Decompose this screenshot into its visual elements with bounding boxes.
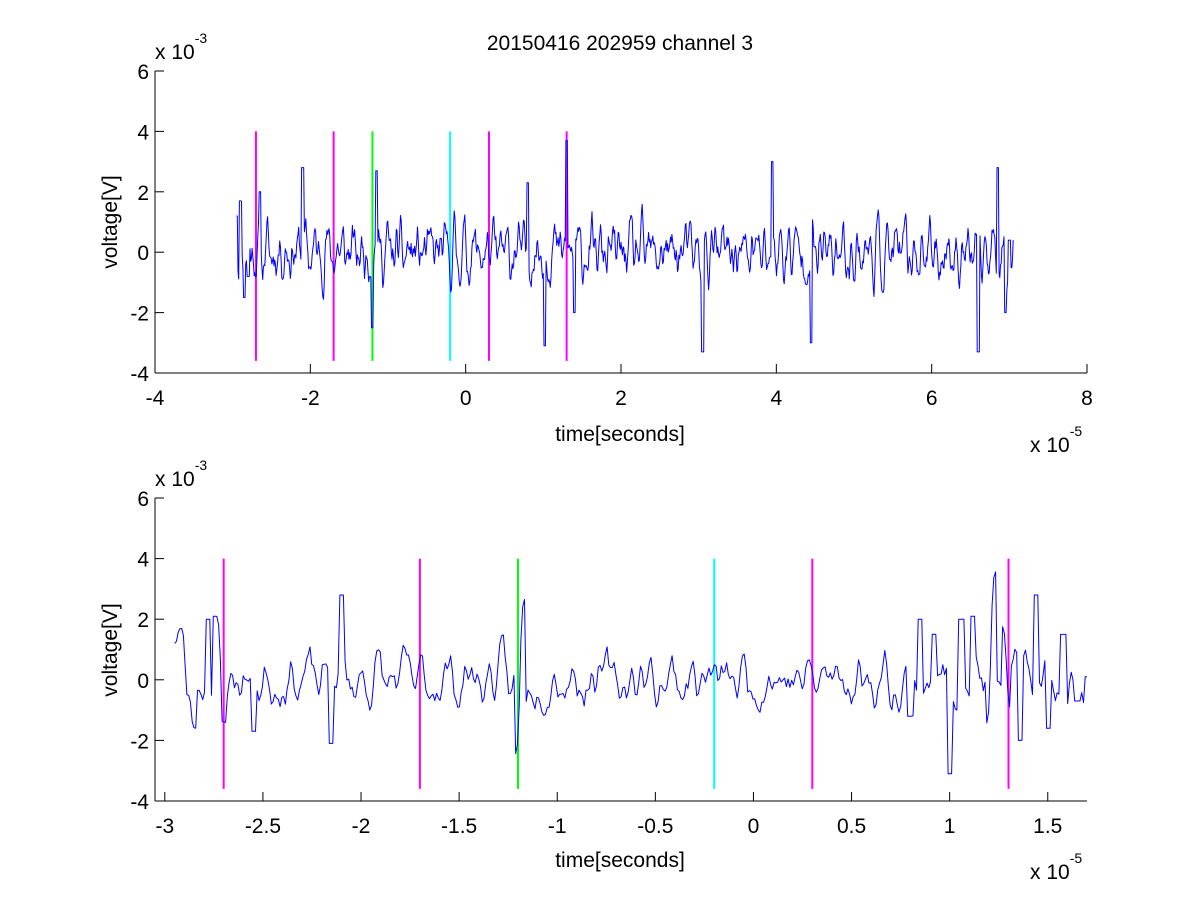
- bottom-subplot-x-tick-label: 1.5: [1033, 815, 1062, 838]
- bottom-subplot-series: [174, 571, 1087, 775]
- bottom-subplot-x-exponent: x 10-5: [1030, 850, 1082, 884]
- top-subplot-y-tick-label: 6: [137, 61, 149, 84]
- bottom-subplot-y-tick-label: 4: [137, 549, 149, 572]
- bottom-subplot-x-tick-label: -0.5: [637, 815, 673, 838]
- bottom-subplot-y-tick-label: 2: [137, 609, 149, 632]
- bottom-subplot-y-exponent-power: -3: [195, 457, 208, 473]
- top-subplot-signal-line: [236, 140, 1014, 353]
- top-subplot-x-exponent-power: -5: [1070, 423, 1083, 439]
- bottom-subplot-y-tick-label: -2: [130, 730, 149, 753]
- top-subplot-x-tick-label: 6: [926, 387, 938, 410]
- bottom-subplot-x-tick-label: -2: [352, 815, 371, 838]
- top-subplot-x-exponent-base: x 10: [1030, 434, 1070, 457]
- top-subplot-x-tick-label: 2: [615, 387, 627, 410]
- bottom-subplot-x-tick-label: 0.5: [837, 815, 866, 838]
- top-subplot-x-exponent: x 10-5: [1030, 423, 1082, 457]
- top-subplot-y-tick-label: 0: [137, 242, 149, 265]
- bottom-subplot: -3 -2.5 -2 -1.5 -1 -0.5 0 0.5 1 1.5 -4 -2 0 2 4 6 time[…: [99, 457, 1087, 884]
- bottom-subplot-axes: [154, 498, 1087, 802]
- top-subplot-xlabel: time[seconds]: [555, 423, 685, 446]
- top-subplot-y-tick-label: 4: [137, 121, 149, 144]
- bottom-subplot-y-tick-label: 6: [137, 488, 149, 511]
- bottom-subplot-x-tick-label: -2.5: [245, 815, 281, 838]
- top-subplot-x-tick-label: -4: [146, 387, 165, 410]
- figure-title: 20150416 202959 channel 3: [487, 32, 753, 55]
- top-subplot-x-tick-label: 8: [1081, 387, 1093, 410]
- bottom-subplot-x-tick-label: 1: [944, 815, 956, 838]
- bottom-subplot-x-tick-label: -3: [155, 815, 174, 838]
- top-subplot-y-tick-label: -4: [130, 363, 149, 386]
- top-subplot-series: [236, 140, 1014, 353]
- bottom-subplot-y-exponent: x 10-3: [155, 457, 207, 491]
- bottom-subplot-x-tick-label: -1.5: [441, 815, 477, 838]
- top-subplot-x-tick-label: 4: [770, 387, 782, 410]
- bottom-subplot-y-tick-label: -4: [130, 791, 149, 814]
- top-subplot-y-tick-label: -2: [130, 303, 149, 326]
- bottom-subplot-x-tick-label: 0: [748, 815, 760, 838]
- top-subplot-y-tick-label: 2: [137, 182, 149, 205]
- top-subplot-x-tick-label: 0: [460, 387, 472, 410]
- top-subplot-ylabel: voltage[V]: [99, 175, 122, 268]
- bottom-subplot-ticks: -3 -2.5 -2 -1.5 -1 -0.5 0 0.5 1 1.5 -4 -2 0 2 4 6: [130, 488, 1062, 838]
- top-subplot-y-exponent: x 10-3: [155, 30, 207, 64]
- bottom-subplot-markers: [222, 558, 1010, 789]
- top-subplot-y-exponent-power: -3: [195, 30, 208, 46]
- bottom-subplot-ylabel: voltage[V]: [99, 603, 122, 696]
- bottom-subplot-x-exponent-power: -5: [1070, 850, 1083, 866]
- bottom-subplot-x-exponent-base: x 10: [1030, 861, 1070, 884]
- bottom-subplot-xlabel: time[seconds]: [555, 849, 685, 872]
- top-subplot-y-exponent-base: x 10: [155, 41, 195, 64]
- bottom-subplot-x-tick-label: -1: [548, 815, 567, 838]
- top-subplot-ticks: -4 -2 0 2 4 6 8 -4 -2 0 2 4 6: [130, 61, 1093, 410]
- top-subplot: -4 -2 0 2 4 6 8 -4 -2 0 2 4 6 time[seconds] voltage[…: [99, 30, 1093, 457]
- bottom-subplot-y-exponent-base: x 10: [155, 468, 195, 491]
- bottom-subplot-signal-line: [174, 571, 1087, 775]
- bottom-subplot-y-tick-label: 0: [137, 670, 149, 693]
- top-subplot-x-tick-label: -2: [301, 387, 320, 410]
